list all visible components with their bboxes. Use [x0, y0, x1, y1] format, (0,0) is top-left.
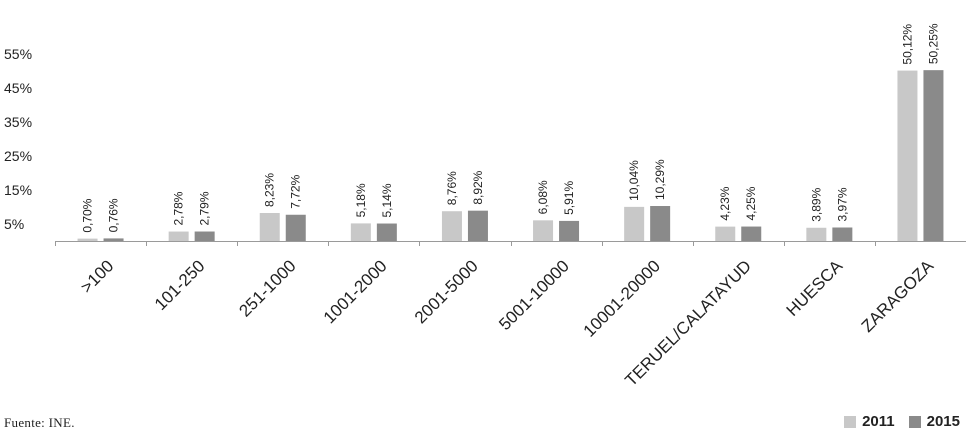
bar-2011: [533, 220, 554, 241]
y-tick-label: 25%: [4, 148, 32, 164]
data-label: 8,23%: [263, 173, 277, 207]
bar-2015: [467, 210, 488, 241]
data-label: 3,89%: [809, 187, 823, 221]
data-label: 0,76%: [107, 198, 121, 232]
bar-2015: [650, 206, 671, 241]
data-label: 5,91%: [562, 181, 576, 215]
legend-item-2011: 2011: [844, 413, 895, 430]
bar-2015: [103, 238, 124, 241]
y-tick-label: 35%: [4, 114, 32, 130]
legend-label-2011: 2011: [862, 413, 895, 430]
category-label: 2001-5000: [411, 256, 482, 327]
data-label: 0,70%: [81, 198, 95, 232]
y-tick-label: 5%: [4, 216, 24, 232]
category-label: HUESCA: [783, 256, 847, 320]
y-tick-label: 55%: [4, 46, 32, 62]
data-label: 5,18%: [354, 183, 368, 217]
data-label: 50,12%: [900, 24, 914, 65]
category-labels: >100 101-250 251-1000 1001-2000 2001-5000 500…: [77, 256, 938, 390]
data-label: 8,92%: [471, 170, 485, 204]
bar-groups: 0,70% 0,76% 2,78% 2,79% 8,23% 7,72% 5,18% 5,14%…: [77, 23, 944, 242]
legend-swatch-2011: [844, 415, 857, 428]
bar-2015: [285, 214, 306, 241]
category-label: 101-250: [151, 256, 209, 314]
data-label: 10,29%: [653, 159, 667, 200]
category-label: 1001-2000: [320, 256, 391, 327]
y-axis: 5% 15% 25% 35% 45% 55%: [4, 46, 32, 232]
bar-group: 2,78% 2,79%: [168, 191, 215, 241]
bar-group: 0,70% 0,76%: [77, 198, 124, 241]
bar-chart: 5% 15% 25% 35% 45% 55% 0,70% 0,76% 2,78% 2,79% 8,…: [4, 23, 966, 390]
data-label: 50,25%: [926, 23, 940, 64]
bar-2011: [897, 70, 918, 241]
bar-group: 8,23% 7,72%: [259, 173, 306, 241]
bar-2015: [194, 231, 215, 241]
bar-2011: [441, 211, 462, 241]
bar-2011: [624, 206, 645, 241]
source-note: Fuente: INE.: [4, 415, 75, 430]
category-label: 251-1000: [235, 256, 299, 320]
bar-group: 50,12% 50,25%: [897, 23, 944, 242]
bar-2015: [741, 226, 762, 241]
data-label: 6,08%: [536, 180, 550, 214]
bar-group: 8,76% 8,92%: [441, 170, 488, 241]
x-axis-ticks: [55, 241, 876, 246]
data-label: 7,72%: [289, 174, 303, 208]
bar-2015: [832, 227, 853, 241]
y-tick-label: 45%: [4, 80, 32, 96]
bar-2011: [77, 238, 98, 241]
data-label: 10,04%: [627, 160, 641, 201]
bar-group: 3,89% 3,97%: [806, 187, 853, 241]
bar-group: 6,08% 5,91%: [533, 180, 580, 241]
data-label: 8,76%: [445, 171, 459, 205]
bar-group: 10,04% 10,29%: [624, 159, 671, 241]
category-label: ZARAGOZA: [858, 256, 938, 336]
bar-2011: [259, 213, 280, 241]
bar-2015: [376, 223, 397, 241]
legend: 2011 2015: [830, 413, 960, 430]
bar-group: 4,23% 4,25%: [715, 186, 762, 241]
legend-label-2015: 2015: [926, 413, 960, 430]
bar-2011: [350, 223, 371, 241]
bar-2015: [559, 220, 580, 241]
bar-2011: [168, 231, 189, 241]
data-label: 5,14%: [380, 183, 394, 217]
data-label: 4,23%: [718, 186, 732, 220]
bar-group: 5,18% 5,14%: [350, 183, 397, 241]
legend-item-2015: 2015: [908, 413, 960, 430]
bar-2011: [806, 227, 827, 241]
legend-swatch-2015: [908, 415, 921, 428]
bar-2015: [923, 70, 944, 242]
category-label: 5001-10000: [495, 256, 573, 334]
category-label: 10001-20000: [580, 256, 664, 340]
data-label: 2,78%: [172, 191, 186, 225]
y-tick-label: 15%: [4, 182, 32, 198]
data-label: 3,97%: [835, 187, 849, 221]
bar-2011: [715, 226, 736, 241]
category-label: >100: [77, 256, 118, 297]
data-label: 4,25%: [744, 186, 758, 220]
data-label: 2,79%: [198, 191, 212, 225]
